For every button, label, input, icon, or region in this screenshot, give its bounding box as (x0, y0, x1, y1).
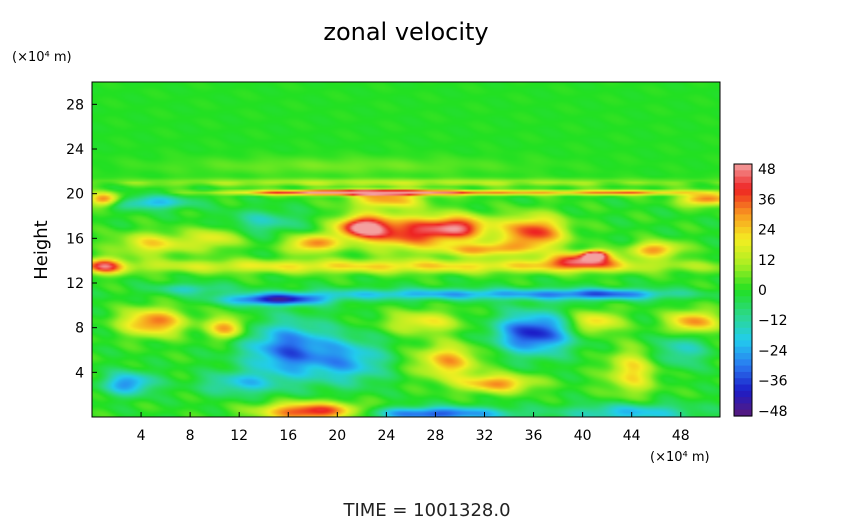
y-axis: 4 8 12 16 20 24 28 (66, 97, 97, 381)
colorbar-swatch (734, 283, 752, 291)
colorbar-swatch (734, 321, 752, 329)
colorbar-swatch (734, 170, 752, 178)
colorbar-tick-label: 0 (758, 283, 767, 299)
colorbar-swatch (734, 245, 752, 253)
colorbar-swatch (734, 365, 752, 373)
colorbar-swatch (734, 378, 752, 386)
x-tick-label: 16 (279, 428, 297, 444)
colorbar-swatch (734, 371, 752, 379)
colorbar-swatch (734, 214, 752, 222)
y-axis-unit-label: (×10⁴ m) (12, 50, 72, 65)
y-tick-label: 24 (66, 142, 84, 158)
x-tick-label: 12 (230, 428, 248, 444)
colorbar-swatch (734, 164, 752, 171)
heatmap-field (92, 82, 720, 417)
colorbar-swatch (734, 302, 752, 310)
colorbar-tick-label: −12 (758, 313, 788, 329)
colorbar-swatch (734, 290, 752, 297)
x-tick-label: 8 (186, 428, 195, 444)
colorbar-swatch (734, 327, 752, 335)
colorbar-tick-label: 36 (758, 192, 776, 208)
colorbar-swatch (734, 195, 752, 203)
x-tick-label: 20 (328, 428, 346, 444)
colorbar-swatch (734, 315, 752, 323)
colorbar-swatch (734, 233, 752, 241)
chart-title: zonal velocity (323, 18, 488, 46)
colorbar-tick-label: −36 (758, 374, 788, 390)
colorbar-swatch (734, 397, 752, 404)
x-tick-label: 48 (672, 428, 690, 444)
colorbar-tick-label: 12 (758, 253, 776, 269)
y-tick-label: 16 (66, 231, 84, 247)
colorbar-swatch (734, 201, 752, 209)
colorbar-swatch (734, 189, 752, 197)
x-tick-label: 32 (476, 428, 494, 444)
x-tick-label: 24 (377, 428, 395, 444)
x-axis: 4 8 12 16 20 24 28 32 36 40 44 48 (137, 412, 690, 444)
x-tick-label: 44 (623, 428, 641, 444)
y-axis-label: Height (31, 220, 52, 280)
colorbar-swatch (734, 220, 752, 228)
colorbar-swatch (734, 409, 752, 417)
colorbar-swatch (734, 239, 752, 247)
colorbar-swatch (734, 258, 752, 266)
colorbar-swatch (734, 403, 752, 411)
y-tick-label: 20 (66, 187, 84, 203)
colorbar-swatch (734, 308, 752, 316)
colorbar-tick-label: −48 (758, 404, 788, 420)
y-tick-label: 12 (66, 276, 84, 292)
colorbar-swatch (734, 182, 752, 190)
colorbar-swatch (734, 264, 752, 272)
y-tick-label: 28 (66, 97, 84, 113)
colorbar-tick-label: 48 (758, 162, 776, 178)
colorbar-swatch (734, 271, 752, 278)
colorbar-swatch (734, 176, 752, 184)
x-axis-unit-label: (×10⁴ m) (650, 450, 710, 465)
y-tick-label: 8 (75, 321, 84, 337)
colorbar-tick-label: −24 (758, 343, 788, 359)
y-tick-label: 4 (75, 365, 84, 381)
colorbar: 48 36 24 12 0 −12 −24 −36 −48 (733, 162, 788, 420)
x-tick-label: 28 (427, 428, 445, 444)
colorbar-swatch (734, 390, 752, 398)
colorbar-swatch (734, 384, 752, 392)
colorbar-swatch (734, 334, 752, 341)
colorbar-swatch (734, 340, 752, 348)
x-tick-label: 36 (525, 428, 543, 444)
colorbar-frame (733, 163, 753, 417)
colorbar-swatch (734, 296, 752, 304)
colorbar-swatch (734, 346, 752, 354)
x-tick-label: 4 (137, 428, 146, 444)
x-tick-label: 40 (574, 428, 592, 444)
time-readout: TIME = 1001328.0 (342, 500, 510, 519)
colorbar-tick-label: 24 (758, 223, 776, 239)
colorbar-swatch (734, 227, 752, 234)
colorbar-swatch (734, 208, 752, 215)
colorbar-swatch (734, 353, 752, 360)
colorbar-swatch (734, 252, 752, 260)
colorbar-swatch (734, 277, 752, 285)
plot-frame (91, 81, 721, 418)
colorbar-swatch (734, 359, 752, 367)
